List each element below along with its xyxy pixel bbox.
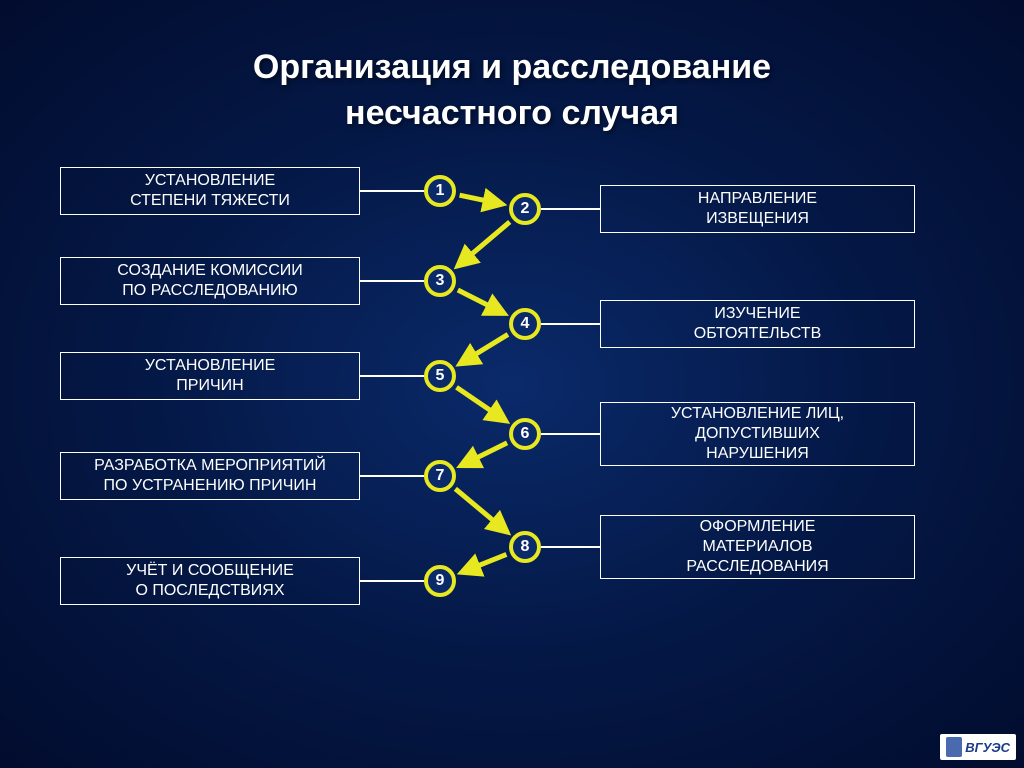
arrow-4-to-5: [460, 334, 508, 364]
step-number-7: 7: [424, 460, 456, 492]
connector-1: [360, 190, 424, 192]
step-number-5: 5: [424, 360, 456, 392]
step-box-7: РАЗРАБОТКА МЕРОПРИЯТИЙ ПО УСТРАНЕНИЮ ПРИ…: [60, 452, 360, 500]
arrow-5-to-6: [457, 387, 506, 421]
step-box-3: СОЗДАНИЕ КОМИССИИ ПО РАССЛЕДОВАНИЮ: [60, 257, 360, 305]
step-number-6: 6: [509, 418, 541, 450]
title-line-1: Организация и расследование: [253, 48, 771, 86]
connector-6: [541, 433, 600, 435]
arrow-2-to-3: [458, 222, 510, 266]
connector-8: [541, 546, 600, 548]
arrow-3-to-4: [458, 290, 505, 314]
arrow-8-to-9: [461, 554, 506, 572]
slide-title: Организация и расследование несчастного …: [0, 0, 1024, 137]
connector-9: [360, 580, 424, 582]
arrow-7-to-8: [455, 489, 507, 532]
step-number-8: 8: [509, 531, 541, 563]
logo-text: ВГУЭС: [965, 740, 1010, 755]
step-number-3: 3: [424, 265, 456, 297]
step-box-2: НАПРАВЛЕНИЕ ИЗВЕЩЕНИЯ: [600, 185, 915, 233]
step-number-4: 4: [509, 308, 541, 340]
connector-7: [360, 475, 424, 477]
step-box-4: ИЗУЧЕНИЕ ОБТОЯТЕЛЬСТВ: [600, 300, 915, 348]
step-number-2: 2: [509, 193, 541, 225]
university-logo: ВГУЭС: [940, 734, 1016, 760]
title-line-2: несчастного случая: [345, 94, 679, 132]
step-box-6: УСТАНОВЛЕНИЕ ЛИЦ, ДОПУСТИВШИХ НАРУШЕНИЯ: [600, 402, 915, 466]
connector-4: [541, 323, 600, 325]
connector-3: [360, 280, 424, 282]
step-box-5: УСТАНОВЛЕНИЕ ПРИЧИН: [60, 352, 360, 400]
arrow-6-to-7: [461, 443, 507, 466]
step-number-9: 9: [424, 565, 456, 597]
logo-icon: [946, 737, 962, 757]
connector-5: [360, 375, 424, 377]
arrow-1-to-2: [460, 195, 503, 204]
flowchart-diagram: УСТАНОВЛЕНИЕ СТЕПЕНИ ТЯЖЕСТИ 1 НАПРАВЛЕНИЕ…: [0, 157, 1024, 717]
step-box-9: УЧЁТ И СООБЩЕНИЕ О ПОСЛЕДСТВИЯХ: [60, 557, 360, 605]
connector-2: [541, 208, 600, 210]
step-box-8: ОФОРМЛЕНИЕ МАТЕРИАЛОВ РАССЛЕДОВАНИЯ: [600, 515, 915, 579]
step-number-1: 1: [424, 175, 456, 207]
step-box-1: УСТАНОВЛЕНИЕ СТЕПЕНИ ТЯЖЕСТИ: [60, 167, 360, 215]
